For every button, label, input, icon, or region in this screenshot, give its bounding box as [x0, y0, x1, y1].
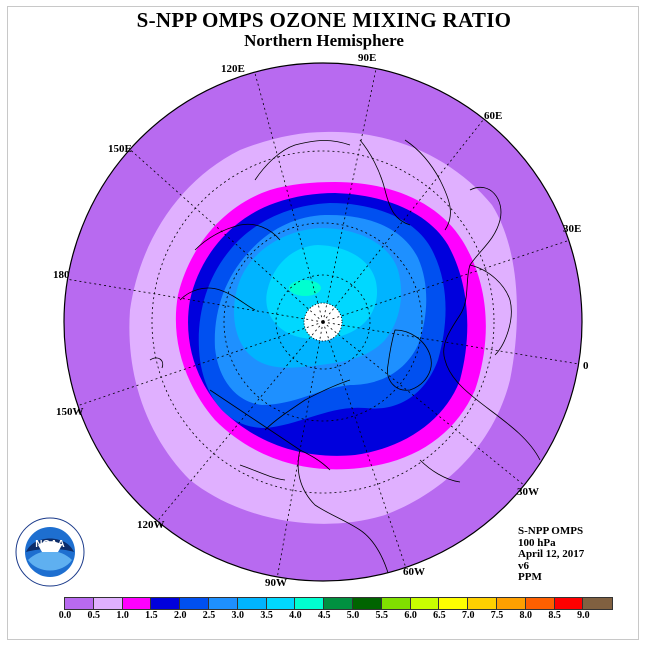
map-title: S-NPP OMPS OZONE MIXING RATIO: [136, 8, 512, 32]
colorbar-tick-label: 2.0: [173, 610, 187, 621]
colorbar-tick-label: 3.0: [231, 610, 245, 621]
colorbar-tick-label: 5.0: [346, 610, 360, 621]
colorbar-swatch: [122, 598, 152, 609]
colorbar-tick-label: 1.5: [145, 610, 158, 621]
colorbar-tick-label: 8.0: [519, 610, 533, 621]
colorbar-swatch: [324, 598, 353, 609]
colorbar-tick-label: 7.0: [461, 610, 475, 621]
colorbar-tick-label: 0.0: [58, 610, 72, 621]
info-block: S-NPP OMPS 100 hPa April 12, 2017 v6 PPM: [518, 525, 585, 584]
lon-label-30W: 30W: [517, 486, 539, 498]
colorbar-tick-label: 9.0: [577, 610, 590, 621]
colorbar-tick-label: 4.0: [289, 610, 302, 621]
lon-label-180: 180: [53, 269, 70, 281]
colorbar-swatch: [65, 598, 94, 609]
lon-label-150E: 150E: [108, 143, 132, 155]
observation-date: April 12, 2017: [518, 548, 585, 560]
lon-label-90W: 90W: [265, 577, 287, 589]
colorbar-tick-label: 6.5: [433, 610, 446, 621]
lon-label-60E: 60E: [484, 110, 503, 122]
lon-label-150W: 150W: [56, 406, 84, 418]
lon-label-0: 0: [583, 360, 589, 372]
colorbar-tick-label: 8.5: [548, 610, 561, 621]
pressure-level: 100 hPa: [518, 536, 556, 549]
lon-label-120E: 120E: [221, 63, 245, 75]
colorbar-tick-label: 5.5: [375, 610, 389, 621]
lon-label-120W: 120W: [137, 519, 165, 531]
colorbar-tick-label: 2.5: [202, 610, 216, 621]
coastlines: [149, 139, 541, 581]
lon-label-60W: 60W: [403, 566, 425, 578]
graticule: [64, 63, 582, 581]
band-4.0-4.5: [289, 280, 321, 296]
colorbar-swatch: [237, 598, 267, 609]
colorbar-swatch: [208, 598, 238, 609]
colorbar-swatch: [583, 598, 613, 609]
lon-label-90E: 90E: [358, 52, 377, 64]
colorbar-swatch: [496, 598, 526, 609]
colorbar-swatch: [381, 598, 411, 609]
colorbar-tick-label: 7.5: [490, 610, 504, 621]
colorbar-swatch: [410, 598, 440, 609]
colorbar-tick-label: 3.5: [260, 610, 273, 621]
data-version: v6: [518, 559, 529, 572]
colorbar-tick-label: 4.5: [317, 610, 331, 621]
colorbar-swatch: [266, 598, 296, 609]
colorbar-swatch: [352, 598, 382, 609]
colorbar-swatch: [554, 598, 584, 609]
colorbar-swatch: [180, 598, 209, 609]
map-boundary: [63, 62, 583, 582]
colorbar-tick-label: 1.0: [116, 610, 129, 621]
colorbar-swatch: [439, 598, 469, 609]
colorbar-swatch: [468, 598, 497, 609]
colorbar-swatch: [151, 598, 181, 609]
units-label: PPM: [518, 571, 542, 583]
lon-label-30E: 30E: [563, 223, 582, 235]
figure-frame: [7, 6, 639, 640]
colorbar: [64, 597, 614, 610]
map-subtitle: Northern Hemisphere: [244, 31, 404, 50]
colorbar-tick-label: 0.5: [87, 610, 101, 621]
band-3.5-4.0: [266, 245, 378, 340]
colorbar-swatch: [93, 598, 123, 609]
colorbar-swatch: [295, 598, 325, 609]
instrument-label: S-NPP OMPS: [518, 525, 584, 537]
colorbar-swatch: [525, 598, 555, 609]
colorbar-tick-label: 6.0: [404, 610, 417, 621]
